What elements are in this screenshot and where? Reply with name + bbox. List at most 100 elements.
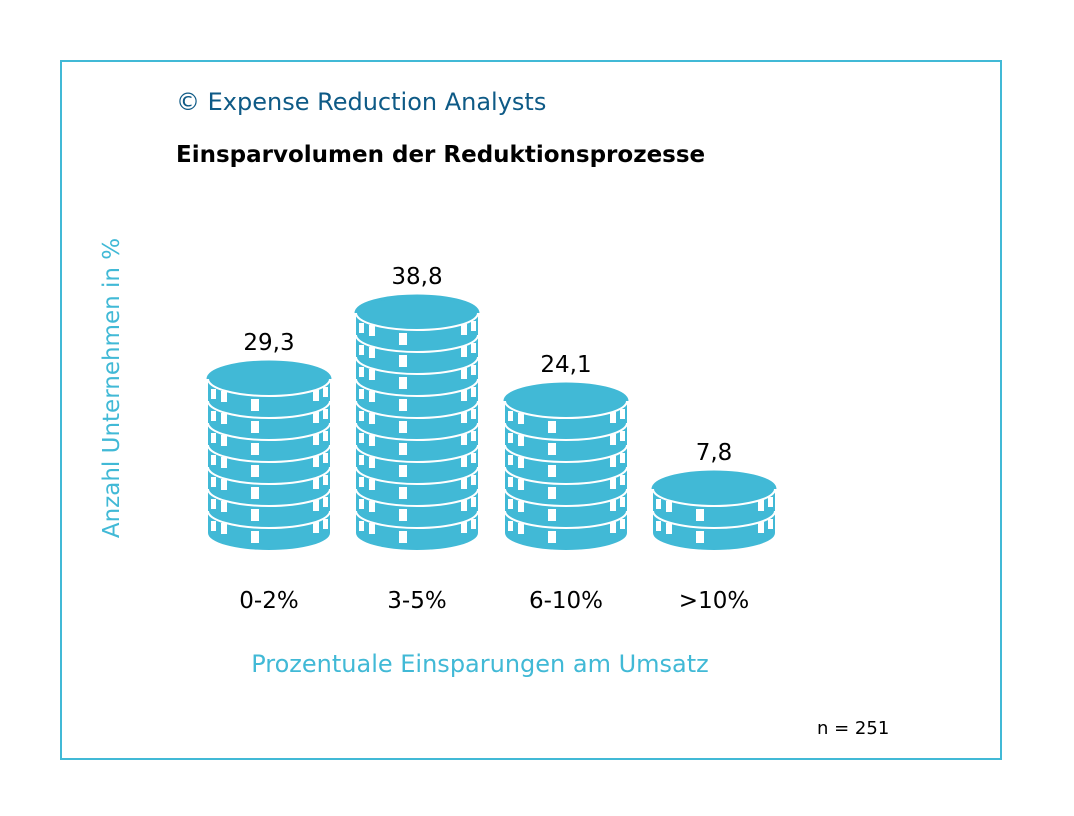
coin-separator bbox=[504, 488, 628, 507]
coin-mark bbox=[518, 479, 524, 490]
coin-mark bbox=[359, 323, 364, 333]
sample-size-note: n = 251 bbox=[817, 718, 890, 739]
coin-mark bbox=[221, 479, 227, 490]
data-label: 38,8 bbox=[391, 264, 442, 290]
coin-mark bbox=[610, 478, 616, 489]
coin-mark bbox=[461, 456, 467, 467]
coin-mark bbox=[369, 347, 375, 358]
coin-mark bbox=[359, 455, 364, 465]
coin-separator bbox=[355, 444, 479, 463]
coin-separator bbox=[355, 356, 479, 375]
coin-mark bbox=[251, 531, 259, 543]
coin-mark bbox=[369, 501, 375, 512]
coin-mark bbox=[620, 409, 625, 419]
coin-mark bbox=[548, 531, 556, 543]
coin-mark bbox=[251, 487, 259, 499]
coin-mark bbox=[610, 434, 616, 445]
coin-mark bbox=[471, 431, 476, 441]
coin-mark bbox=[548, 443, 556, 455]
coin-separator bbox=[207, 444, 331, 463]
coin-mark bbox=[518, 435, 524, 446]
coin-mark bbox=[656, 499, 661, 509]
coin-top-edge bbox=[206, 360, 332, 380]
coin-mark bbox=[359, 433, 364, 443]
coin-mark bbox=[461, 368, 467, 379]
coin-separator bbox=[355, 510, 479, 529]
coin-mark bbox=[471, 365, 476, 375]
data-label: 24,1 bbox=[540, 352, 591, 378]
coin-mark bbox=[518, 413, 524, 424]
coin-mark bbox=[620, 453, 625, 463]
coin-mark bbox=[666, 501, 672, 512]
coin-mark bbox=[369, 523, 375, 534]
coin-separator bbox=[207, 488, 331, 507]
coin-mark bbox=[369, 479, 375, 490]
coin-mark bbox=[359, 389, 364, 399]
x-tick-label: 3-5% bbox=[387, 588, 446, 614]
coin-mark bbox=[610, 412, 616, 423]
coin-separator bbox=[355, 400, 479, 419]
coin-mark bbox=[399, 421, 407, 433]
coin-separator bbox=[207, 466, 331, 485]
data-label: 7,8 bbox=[696, 440, 733, 466]
coin-mark bbox=[399, 509, 407, 521]
coin-mark bbox=[313, 500, 319, 511]
coin-mark bbox=[369, 413, 375, 424]
coin-mark bbox=[211, 499, 216, 509]
coin-mark bbox=[221, 435, 227, 446]
coin-mark bbox=[369, 369, 375, 380]
coin-mark bbox=[620, 497, 625, 507]
coin-mark bbox=[696, 531, 704, 543]
coin-mark bbox=[768, 519, 773, 529]
coin-mark bbox=[461, 346, 467, 357]
coin-mark bbox=[518, 523, 524, 534]
coin-mark bbox=[508, 433, 513, 443]
coin-separator bbox=[207, 510, 331, 529]
coin-mark bbox=[471, 475, 476, 485]
coin-mark bbox=[508, 499, 513, 509]
coin-mark bbox=[221, 457, 227, 468]
coin-separator bbox=[355, 422, 479, 441]
coin-stack-bar bbox=[208, 379, 330, 550]
coin-mark bbox=[369, 435, 375, 446]
x-tick-label: 0-2% bbox=[239, 588, 298, 614]
coin-mark bbox=[461, 478, 467, 489]
coin-mark bbox=[313, 478, 319, 489]
coin-mark bbox=[359, 367, 364, 377]
coin-mark bbox=[211, 389, 216, 399]
coin-mark bbox=[211, 521, 216, 531]
coin-mark bbox=[359, 521, 364, 531]
coin-mark bbox=[313, 522, 319, 533]
coin-top-edge bbox=[503, 382, 629, 402]
coin-mark bbox=[369, 391, 375, 402]
coin-separator bbox=[207, 422, 331, 441]
coin-mark bbox=[471, 387, 476, 397]
coin-mark bbox=[221, 391, 227, 402]
coin-mark bbox=[610, 500, 616, 511]
coin-mark bbox=[211, 455, 216, 465]
coin-mark bbox=[251, 509, 259, 521]
x-tick-label: 6-10% bbox=[529, 588, 603, 614]
coin-separator bbox=[504, 422, 628, 441]
coin-mark bbox=[471, 519, 476, 529]
coin-mark bbox=[508, 455, 513, 465]
coin-mark bbox=[518, 501, 524, 512]
coin-mark bbox=[323, 431, 328, 441]
coin-mark bbox=[399, 465, 407, 477]
coin-top-edge bbox=[651, 470, 777, 490]
coin-mark bbox=[399, 399, 407, 411]
coin-mark bbox=[696, 509, 704, 521]
coin-mark bbox=[313, 456, 319, 467]
coin-mark bbox=[251, 465, 259, 477]
coin-separator bbox=[504, 444, 628, 463]
coin-mark bbox=[251, 399, 259, 411]
coin-mark bbox=[461, 434, 467, 445]
coin-mark bbox=[359, 499, 364, 509]
coin-mark bbox=[221, 523, 227, 534]
coin-mark bbox=[323, 497, 328, 507]
coin-mark bbox=[399, 443, 407, 455]
coin-mark bbox=[313, 412, 319, 423]
data-label: 29,3 bbox=[243, 330, 294, 356]
coin-mark bbox=[323, 387, 328, 397]
coin-mark bbox=[313, 390, 319, 401]
